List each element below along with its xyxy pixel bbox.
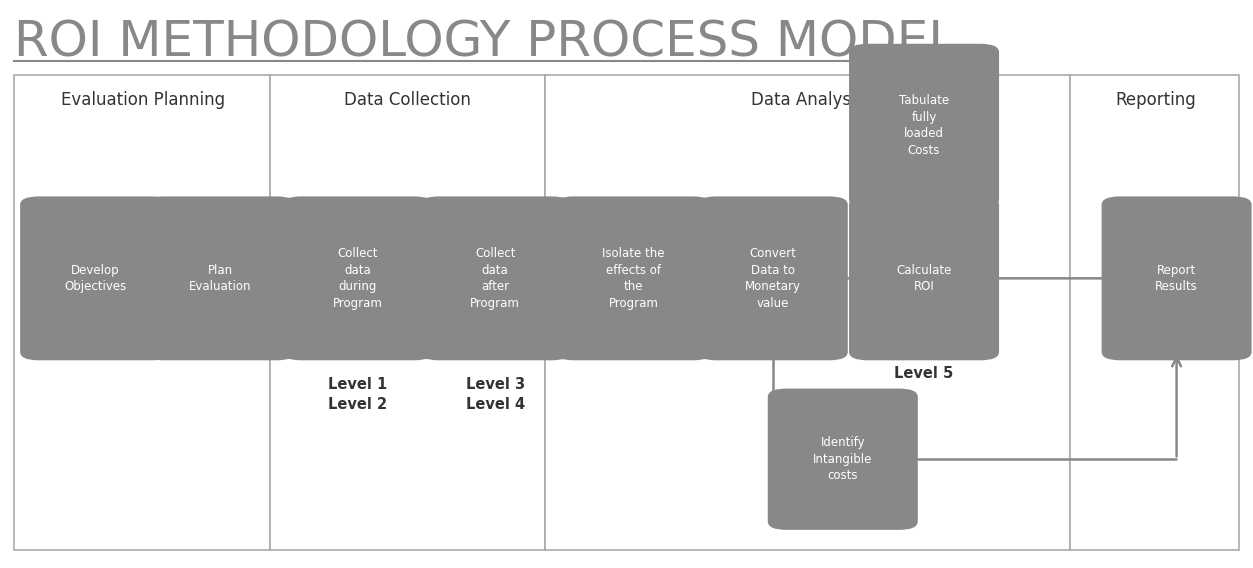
Text: Identify
Intangible
costs: Identify Intangible costs: [813, 436, 872, 482]
Text: Collect
data
after
Program: Collect data after Program: [470, 247, 520, 310]
Text: Data Analysis: Data Analysis: [751, 91, 865, 109]
FancyBboxPatch shape: [145, 197, 296, 360]
Text: Report
Results: Report Results: [1155, 264, 1198, 293]
FancyBboxPatch shape: [768, 389, 917, 530]
Text: Data Collection: Data Collection: [345, 91, 471, 109]
FancyBboxPatch shape: [850, 44, 999, 208]
Text: Convert
Data to
Monetary
value: Convert Data to Monetary value: [744, 247, 801, 310]
FancyBboxPatch shape: [1070, 75, 1239, 550]
Text: Tabulate
fully
loaded
Costs: Tabulate fully loaded Costs: [898, 94, 949, 157]
Text: Collect
data
during
Program: Collect data during Program: [333, 247, 382, 310]
Text: Level 5: Level 5: [895, 366, 954, 381]
Text: Level 3
Level 4: Level 3 Level 4: [466, 377, 525, 412]
Text: Isolate the
effects of
the
Program: Isolate the effects of the Program: [603, 247, 664, 310]
FancyBboxPatch shape: [1101, 197, 1252, 360]
FancyBboxPatch shape: [698, 197, 848, 360]
FancyBboxPatch shape: [555, 197, 712, 360]
Text: Evaluation Planning: Evaluation Planning: [60, 91, 224, 109]
Text: ROI METHODOLOGY PROCESS MODEL: ROI METHODOLOGY PROCESS MODEL: [14, 18, 956, 66]
Text: Calculate
ROI: Calculate ROI: [896, 264, 952, 293]
FancyBboxPatch shape: [271, 75, 545, 550]
FancyBboxPatch shape: [420, 197, 570, 360]
FancyBboxPatch shape: [14, 75, 271, 550]
Text: Level 1
Level 2: Level 1 Level 2: [328, 377, 387, 412]
FancyBboxPatch shape: [545, 75, 1070, 550]
FancyBboxPatch shape: [20, 197, 170, 360]
FancyBboxPatch shape: [850, 197, 999, 360]
Text: Reporting: Reporting: [1115, 91, 1195, 109]
FancyBboxPatch shape: [283, 197, 432, 360]
Text: Develop
Objectives: Develop Objectives: [64, 264, 127, 293]
Text: Plan
Evaluation: Plan Evaluation: [189, 264, 252, 293]
